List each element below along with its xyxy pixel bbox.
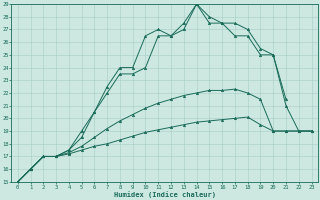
X-axis label: Humidex (Indice chaleur): Humidex (Indice chaleur) [114,191,216,198]
